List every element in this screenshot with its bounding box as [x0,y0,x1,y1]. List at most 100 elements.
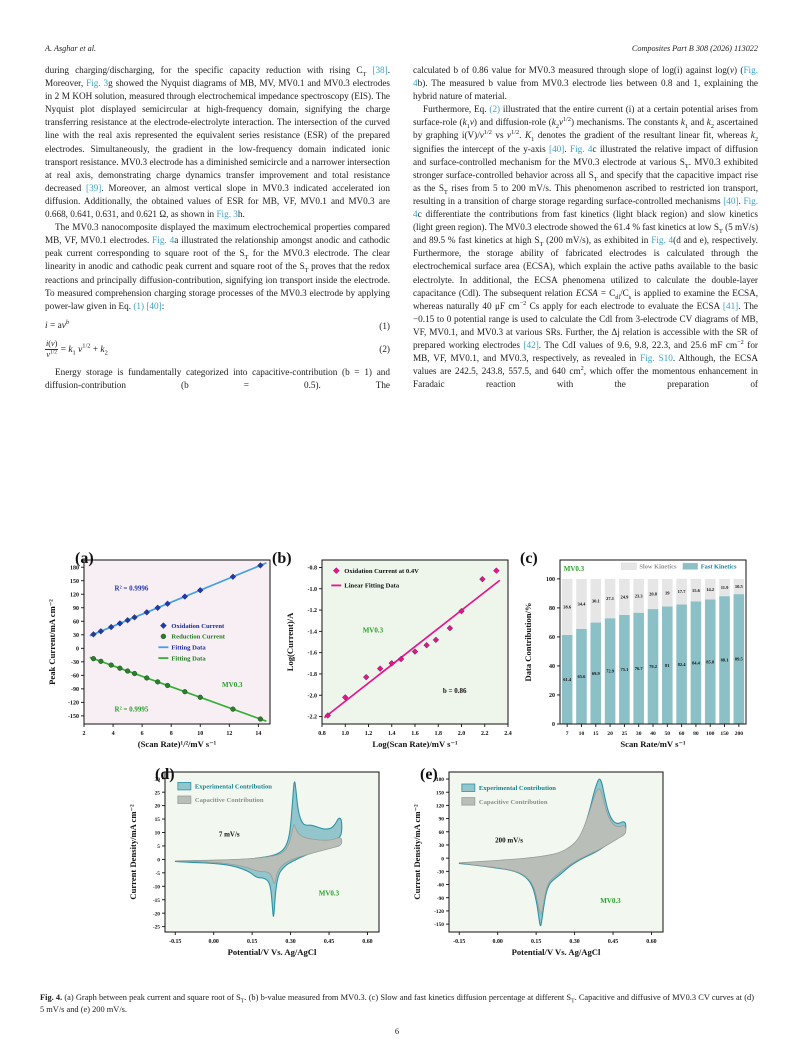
svg-text:0: 0 [552,722,555,728]
svg-text:150: 150 [436,790,444,796]
svg-text:0.30: 0.30 [285,939,295,945]
svg-text:120: 120 [70,592,79,598]
svg-text:6: 6 [141,731,144,737]
svg-text:Scan Rate/mV s⁻¹: Scan Rate/mV s⁻¹ [620,739,686,749]
figure-4: (a) 2 4 6 8 10 12 14 -150 -120 -90 -60 -30 0 30 60 90 12… [40,548,754,1017]
svg-text:12: 12 [226,731,232,737]
svg-text:-10: -10 [153,884,160,890]
panel-letter-e: (e) [420,766,438,783]
svg-text:-1.2: -1.2 [308,608,318,614]
svg-text:-20: -20 [153,911,160,917]
figure-panel-b: (b) 0.8 1.0 1.2 1.4 1.6 1.8 2.0 2.2 2.4 -2.2 -2.0 -… [272,548,516,760]
svg-text:0.00: 0.00 [209,939,219,945]
svg-text:-150: -150 [68,714,79,720]
header-author: A. Asghar et al. [45,44,97,53]
svg-text:10: 10 [197,731,203,737]
page-header: A. Asghar et al. Composites Part B 308 (… [45,44,758,53]
figure-panel-c: (c) 0 20 40 60 80 100 61.4 38.6 7 65.6 34.4 10 69.9 3… [516,548,754,760]
svg-text:200: 200 [735,731,744,737]
svg-text:38.6: 38.6 [563,604,572,609]
svg-text:82.4: 82.4 [678,662,687,667]
svg-text:10: 10 [579,731,585,737]
citation-link[interactable]: Fig. 3 [216,209,238,220]
figure-panel-d: (d) -0.15 0.00 0.15 0.30 0.45 0.60 -25 -20 -15 -1… [119,766,391,978]
figure-row-top: (a) 2 4 6 8 10 12 14 -150 -120 -90 -60 -30 0 30 60 90 12… [40,548,754,760]
citation-link[interactable]: (2) [489,104,501,115]
svg-text:MV0.3: MV0.3 [319,890,340,898]
citation-link[interactable]: [39] [86,182,102,193]
svg-text:0.00: 0.00 [493,939,503,945]
body-text: during charging/discharging, for the spe… [45,64,758,548]
svg-text:Data Contribution/%: Data Contribution/% [523,602,533,681]
svg-text:-90: -90 [437,896,444,902]
equation: i(ν) ν1/2 = k1 ν1/2 + k2 (2) [45,338,390,360]
svg-text:17.7: 17.7 [678,589,687,594]
svg-text:-5: -5 [156,871,161,877]
svg-text:20: 20 [155,804,161,810]
svg-text:80: 80 [693,731,699,737]
svg-text:25: 25 [622,731,628,737]
svg-text:19: 19 [665,590,670,595]
svg-text:30.1: 30.1 [592,598,601,603]
svg-text:MV0.3: MV0.3 [600,897,621,905]
paragraph: Furthermore, Eq. (2) illustrated that th… [413,104,758,390]
svg-text:Potential/V Vs. Ag/AgCl: Potential/V Vs. Ag/AgCl [512,947,601,957]
svg-text:Oxidation Current at 0.4V: Oxidation Current at 0.4V [344,568,419,575]
equation-number: (1) [379,320,390,331]
citation-link[interactable]: Fig. 4 [413,195,758,220]
panel-letter-a: (a) [75,550,94,567]
citation-link[interactable]: Fig. 3 [86,78,109,89]
svg-text:180: 180 [70,565,79,571]
panel-letter-b: (b) [272,550,292,567]
svg-text:8: 8 [170,731,173,737]
citation-link[interactable]: [40] [146,300,162,311]
svg-text:-150: -150 [434,922,444,928]
svg-text:27.1: 27.1 [606,596,615,601]
svg-text:40: 40 [549,664,555,670]
chart-b: 0.8 1.0 1.2 1.4 1.6 1.8 2.0 2.2 2.4 -2.2 -2.0 -1.8 -… [285,559,512,749]
svg-text:7 mV/s: 7 mV/s [219,831,240,839]
citation-link[interactable]: Fig. 4 [570,143,593,154]
svg-text:-2.0: -2.0 [308,693,318,699]
figure-panel-e: (e) -0.15 0.00 0.15 0.30 0.45 0.60 -150 -120 -90… [403,766,675,978]
equation-body: i(ν) ν1/2 = k1 ν1/2 + k2 [45,338,108,360]
citation-link[interactable]: Fig. 4 [413,65,758,89]
svg-text:Reduction Current: Reduction Current [171,634,225,641]
svg-text:2.4: 2.4 [504,731,512,737]
svg-text:90: 90 [439,817,445,823]
svg-text:0.15: 0.15 [531,939,541,945]
citation-link[interactable]: [42] [523,339,539,350]
svg-text:84.4: 84.4 [692,660,701,665]
svg-text:Log(Current)/A: Log(Current)/A [285,612,295,671]
citation-link[interactable]: [40] [549,143,565,154]
svg-text:79.2: 79.2 [649,664,658,669]
panel-letter-d: (d) [155,766,175,783]
svg-text:Log(Scan Rate)/mV s⁻¹: Log(Scan Rate)/mV s⁻¹ [372,739,458,749]
citation-link[interactable]: (1) [133,300,145,311]
svg-text:MV0.3: MV0.3 [363,626,384,634]
svg-text:88.1: 88.1 [721,658,730,663]
svg-text:Fitting Data: Fitting Data [171,644,206,651]
citation-link[interactable]: Fig. S10 [640,353,673,364]
citation-link[interactable]: [40] [723,195,739,206]
citation-link[interactable]: Fig. 4 [651,235,674,246]
svg-text:Linear Fitting Data: Linear Fitting Data [344,583,400,590]
svg-text:0: 0 [441,856,444,862]
svg-text:20.8: 20.8 [649,592,658,597]
svg-text:90: 90 [73,606,79,612]
svg-text:5: 5 [157,844,160,850]
citation-link[interactable]: [41] [722,300,739,311]
citation-link[interactable]: Fig. 4 [152,235,175,246]
svg-text:11.9: 11.9 [721,585,729,590]
svg-text:Fast Kinetics: Fast Kinetics [701,564,737,571]
svg-text:14: 14 [255,731,261,737]
text-column-right: calculated b of 0.86 value for MV0.3 mea… [413,64,758,548]
figure-panel-a: (a) 2 4 6 8 10 12 14 -150 -120 -90 -60 -30 0 30 60 90 12… [40,548,278,760]
svg-text:-30: -30 [437,869,444,875]
paragraph: during charging/discharging, for the spe… [45,65,390,220]
svg-text:0: 0 [76,646,79,652]
svg-text:4: 4 [112,731,115,737]
svg-text:0.15: 0.15 [247,939,257,945]
citation-link[interactable]: [38] [372,65,388,75]
